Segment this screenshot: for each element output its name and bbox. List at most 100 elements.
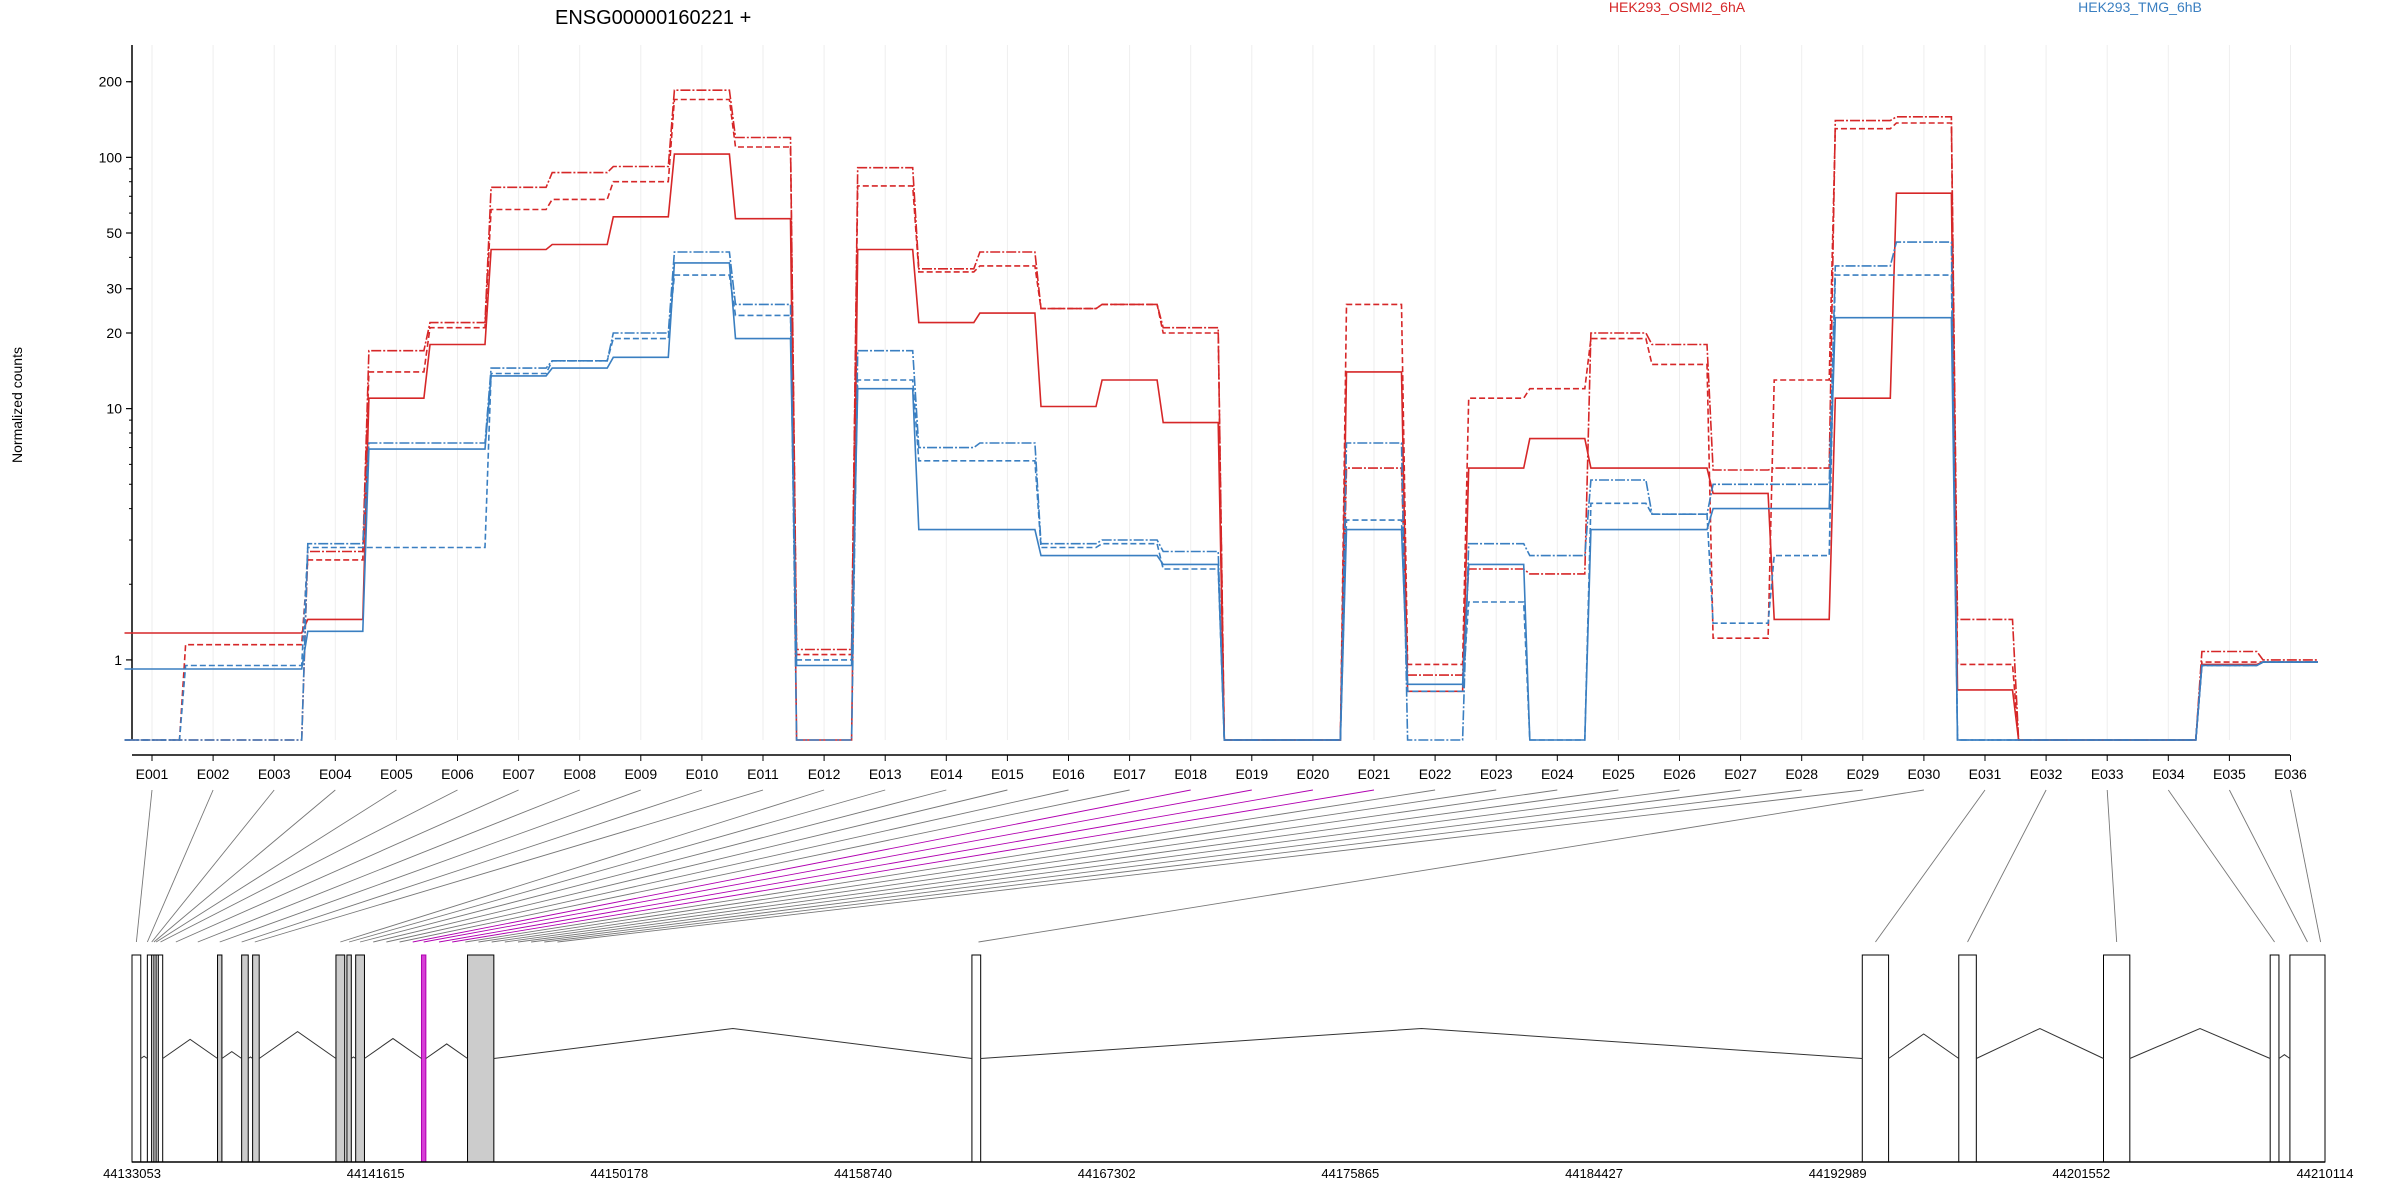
exon-connector — [254, 789, 764, 943]
legend-label-tmg: HEK293_TMG_6hB — [2078, 0, 2202, 15]
y-axis-label: Normalized counts — [9, 347, 25, 463]
x-tick-label: E015 — [991, 766, 1024, 782]
intron-line — [221, 1050, 242, 1059]
exon-box — [2289, 954, 2326, 1163]
exon-box — [467, 954, 495, 1163]
y-tick-label: 1 — [114, 652, 122, 668]
x-tick-label: E033 — [2091, 766, 2124, 782]
x-tick-label: E036 — [2274, 766, 2307, 782]
x-tick-label: E003 — [258, 766, 291, 782]
x-tick-label: E031 — [1969, 766, 2002, 782]
intron-line — [364, 1037, 422, 1059]
x-tick-label: E012 — [808, 766, 841, 782]
intron-line — [2129, 1027, 2271, 1059]
exon-connector — [452, 789, 1375, 943]
exon-connector — [348, 789, 886, 943]
y-tick-label: 200 — [99, 74, 123, 90]
exon-box — [355, 954, 365, 1163]
x-tick-label: E022 — [1419, 766, 1452, 782]
x-tick-label: E013 — [869, 766, 902, 782]
exon-connector — [175, 789, 519, 943]
exon-connector — [373, 789, 1008, 943]
grid-layer — [151, 45, 2291, 740]
exon-box — [131, 954, 142, 1163]
intron-line — [2278, 1054, 2291, 1059]
x-tick-label: E030 — [1908, 766, 1941, 782]
exon-box — [2103, 954, 2131, 1163]
x-tick-label: E029 — [1846, 766, 1879, 782]
exon-connector — [491, 789, 1558, 943]
genomic-tick-label: 44201552 — [2052, 1166, 2110, 1181]
exon-connector — [2106, 789, 2118, 943]
exon-connector — [2290, 789, 2322, 943]
x-tick-label: E032 — [2030, 766, 2063, 782]
intron-line — [1888, 1033, 1960, 1059]
exon-connector — [557, 789, 1863, 943]
y-tick-label: 100 — [99, 149, 123, 165]
exon-connector — [478, 789, 1497, 943]
x-tick-label: E018 — [1174, 766, 1207, 782]
intron-line — [162, 1038, 218, 1059]
x-tick-label: E002 — [197, 766, 230, 782]
intron-line — [980, 1027, 1863, 1059]
x-tick-label: E009 — [624, 766, 657, 782]
exon-box — [146, 954, 153, 1163]
chart-title: ENSG00000160221 + — [555, 7, 751, 29]
x-tick-label: E025 — [1602, 766, 1635, 782]
exon-box — [971, 954, 982, 1163]
exon-connector — [2228, 789, 2308, 943]
legend-label-osmi2: HEK293_OSMI2_6hA — [1609, 0, 1746, 15]
series-line-red-2 — [124, 89, 2318, 741]
y-tick-label: 50 — [106, 225, 122, 241]
exon-connector — [504, 789, 1619, 943]
x-tick-label: E021 — [1358, 766, 1391, 782]
exon-connector — [423, 789, 1252, 943]
exon-connector — [197, 789, 580, 943]
exon-connector — [531, 789, 1741, 943]
exon-box — [346, 954, 352, 1163]
x-tick-label: E017 — [1113, 766, 1146, 782]
exon-box — [1958, 954, 1977, 1163]
genomic-tick-label: 44167302 — [1078, 1166, 1136, 1181]
exon-connector — [340, 789, 825, 943]
exon-box — [241, 954, 249, 1163]
intron-line — [351, 1056, 356, 1059]
intron-line — [140, 1055, 148, 1059]
intron-line — [258, 1031, 337, 1059]
exon-box — [1861, 954, 1890, 1163]
genomic-tick-label: 44210114 — [2297, 1166, 2354, 1181]
genomic-tick-label: 44158740 — [834, 1166, 892, 1181]
exon-connector — [1875, 789, 1986, 943]
y-tick-label: 20 — [106, 325, 122, 341]
x-tick-label: E005 — [380, 766, 413, 782]
genomic-tick-label: 44184427 — [1565, 1166, 1623, 1181]
exon-connector — [2167, 789, 2275, 943]
genomic-tick-label: 44141615 — [347, 1166, 405, 1181]
x-tick-label: E008 — [563, 766, 596, 782]
genomic-tick-label: 44150178 — [590, 1166, 648, 1181]
exon-connector — [412, 789, 1191, 943]
x-tick-label: E011 — [747, 766, 779, 782]
x-tick-label: E034 — [2152, 766, 2185, 782]
x-tick-label: E010 — [686, 766, 719, 782]
x-tick-label: E007 — [502, 766, 535, 782]
exon-connector — [438, 789, 1313, 943]
genomic-tick-label: 44175865 — [1321, 1166, 1379, 1181]
exon-connector — [978, 789, 1924, 943]
x-tick-label: E006 — [441, 766, 474, 782]
x-tick-label: E014 — [930, 766, 963, 782]
y-tick-label: 10 — [106, 401, 122, 417]
x-tick-label: E024 — [1541, 766, 1574, 782]
series-layer — [124, 89, 2318, 741]
exon-connector — [153, 789, 336, 943]
series-line-blue-5 — [124, 241, 2318, 741]
gene-model: 44133053 44141615 44150178 44158740 44167302… — [103, 789, 2354, 1181]
exon-connector — [160, 789, 458, 943]
x-tick-label: E023 — [1480, 766, 1513, 782]
exon-connector — [517, 789, 1680, 943]
x-tick-label: E004 — [319, 766, 352, 782]
exon-box — [252, 954, 260, 1163]
exon-connector — [359, 789, 947, 943]
x-tick-label: E028 — [1785, 766, 1818, 782]
